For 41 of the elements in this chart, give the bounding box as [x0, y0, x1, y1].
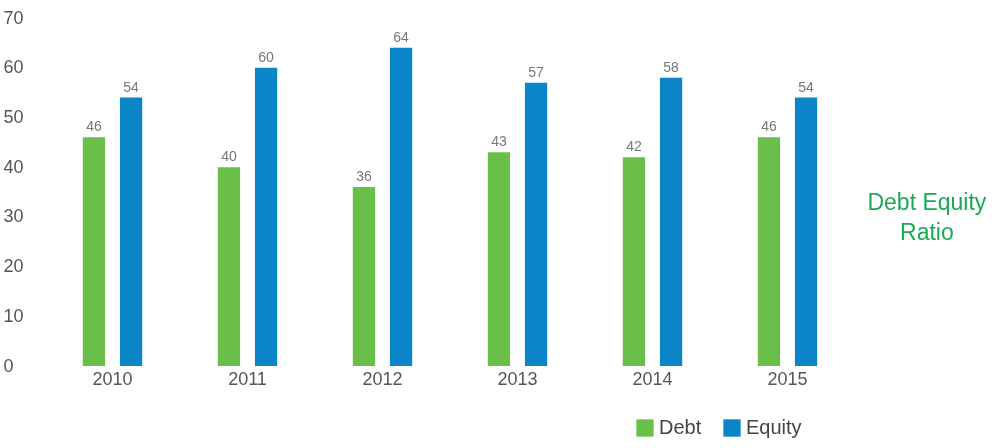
y-tick-label: 60: [3, 57, 24, 78]
x-tick-label: 2012: [362, 368, 403, 389]
data-label: 36: [356, 168, 372, 185]
y-tick-label: 10: [3, 305, 24, 326]
bar: [254, 67, 278, 366]
data-label: 54: [123, 78, 140, 95]
bar: [487, 152, 511, 366]
bar: [119, 97, 143, 366]
x-tick-label: 2010: [92, 368, 133, 389]
bar: [794, 97, 818, 366]
y-tick-label: 50: [3, 106, 24, 127]
data-label: 64: [393, 28, 410, 45]
bar: [217, 167, 241, 366]
legend-label: Debt: [659, 416, 702, 438]
data-label: 46: [761, 118, 777, 135]
x-tick-label: 2011: [228, 368, 267, 389]
bar: [352, 187, 376, 366]
bar: [524, 82, 548, 366]
y-tick-label: 0: [3, 355, 14, 376]
bar: [659, 77, 683, 366]
bar: [82, 137, 106, 366]
text: Debt Equity Ratio: [867, 189, 987, 245]
legend-label: Equity: [746, 416, 802, 438]
data-label: 42: [626, 138, 642, 155]
bar: [757, 137, 781, 366]
data-label: 40: [221, 148, 237, 165]
x-tick-label: 2013: [497, 368, 538, 389]
y-tick-label: 20: [3, 256, 24, 277]
y-tick-label: 70: [3, 7, 24, 28]
bar: [389, 47, 413, 366]
y-tick-label: 30: [3, 206, 24, 227]
data-label: 43: [491, 133, 507, 150]
data-label: 58: [663, 58, 680, 75]
data-label: 57: [528, 63, 545, 80]
data-label: 46: [86, 118, 102, 135]
y-tick-label: 40: [3, 156, 24, 177]
x-tick-label: 2015: [767, 368, 808, 389]
data-label: 54: [798, 78, 815, 95]
data-label: 60: [258, 48, 275, 65]
bar: [622, 157, 646, 366]
x-tick-label: 2014: [632, 368, 673, 389]
